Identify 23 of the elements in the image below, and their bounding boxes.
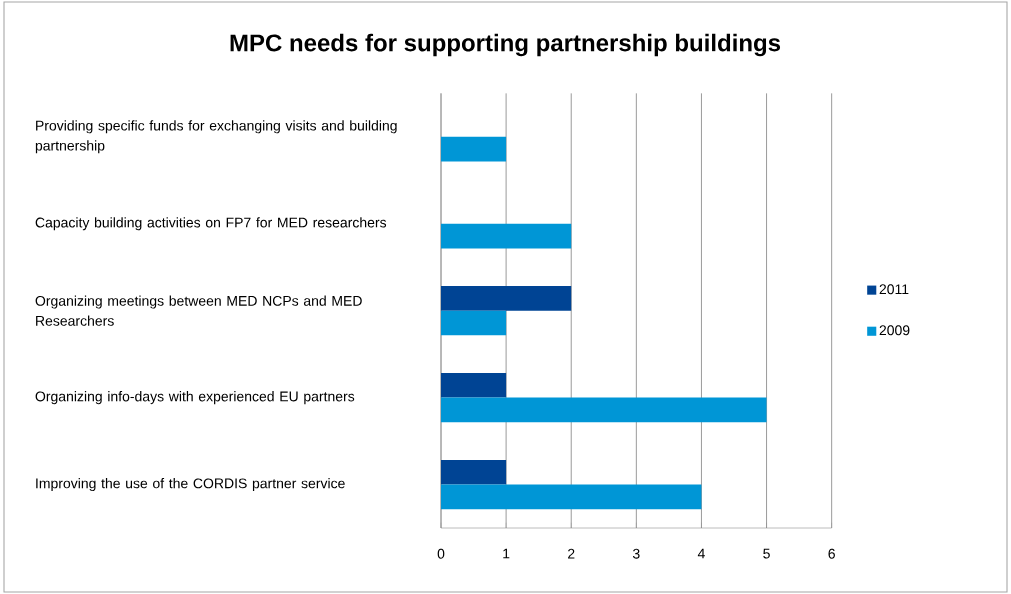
bar [441,459,507,485]
x-tick-label: 2 [568,548,575,559]
y-tick-label: Providing specific funds for exchanging visits and building partnership [35,120,397,154]
bar [441,136,507,162]
x-tick-label: 0 [437,548,445,559]
legend-label: 2009 [879,325,910,336]
bar [441,223,572,249]
bar [441,484,702,510]
bar [441,397,767,423]
y-tick-label: Capacity building activities on FP7 for MED researchers [35,217,387,231]
x-tick-label: 4 [697,548,705,559]
y-tick-label: Improving the use of the CORDIS partner service [36,478,345,492]
x-tick-label: 6 [828,548,835,559]
bar [441,372,507,398]
bar [441,286,572,311]
legend-label: 2011 [879,284,909,295]
bar [441,310,507,336]
x-tick-label: 5 [763,548,770,559]
x-tick-label: 1 [503,548,510,559]
chart-title: MPC needs for supporting partnership buildings [230,33,781,57]
y-tick-label: Organizing info-days with experienced EU partners [35,391,355,405]
x-tick-label: 3 [632,548,640,559]
y-tick-label: Organizing meetings between MED NCPs and MED Researchers [35,295,362,326]
